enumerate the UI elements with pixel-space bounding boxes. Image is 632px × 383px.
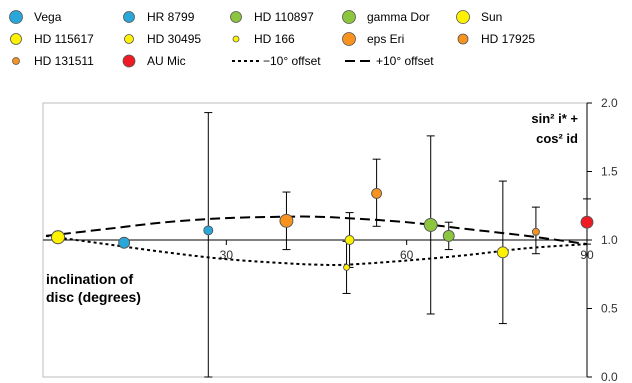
legend-marker	[457, 11, 470, 24]
x-axis-label: disc (degrees)	[46, 289, 141, 305]
legend-label: Sun	[481, 10, 502, 24]
legend-marker	[124, 12, 135, 23]
x-axis-label: inclination of	[46, 271, 133, 287]
data-points	[52, 188, 593, 270]
axis-labels: sin² i* + cos² id inclination of disc (degr…	[46, 111, 578, 305]
y-tick-label: 1.5	[601, 165, 618, 179]
data-point	[424, 218, 437, 231]
x-tick-label: 90	[580, 248, 594, 262]
data-point	[532, 228, 539, 235]
legend-marker	[123, 55, 135, 67]
legend-label: Vega	[34, 10, 62, 24]
data-point	[119, 237, 130, 248]
y-axis-label: sin² i* +	[531, 111, 578, 126]
data-point	[52, 231, 65, 244]
data-point	[497, 247, 508, 258]
legend-marker	[343, 11, 356, 24]
legend-marker	[125, 35, 134, 44]
legend-label: eps Eri	[367, 32, 404, 46]
legend-label: −10° offset	[263, 54, 321, 68]
legend-marker	[458, 34, 468, 44]
legend: Vega HR 8799 HD 110897 gamma Dor Sun HD 11561…	[10, 10, 536, 68]
axes: 30 60 900.00.51.01.52.0	[43, 96, 618, 383]
legend-label: HR 8799	[147, 10, 195, 24]
data-point	[344, 264, 350, 270]
legend-label: gamma Dor	[367, 10, 430, 24]
legend-label: HD 166	[254, 32, 295, 46]
legend-label: HD 17925	[481, 32, 535, 46]
y-tick-label: 1.0	[601, 233, 618, 247]
data-point	[345, 236, 354, 245]
legend-label: HD 110897	[254, 10, 314, 24]
legend-marker	[13, 58, 20, 65]
y-axis-label: cos² id	[536, 131, 578, 146]
data-point	[280, 214, 293, 227]
y-tick-label: 0.0	[601, 370, 618, 383]
legend-marker	[343, 33, 356, 46]
data-point	[204, 226, 213, 235]
data-point	[443, 230, 454, 241]
legend-marker	[231, 12, 242, 23]
data-point	[372, 188, 382, 198]
error-bars	[204, 113, 591, 377]
y-tick-label: 2.0	[601, 96, 618, 110]
legend-label: HD 115617	[34, 32, 94, 46]
legend-label: +10° offset	[376, 54, 434, 68]
data-point	[581, 216, 593, 228]
legend-label: HD 30495	[147, 32, 201, 46]
legend-label: AU Mic	[147, 54, 186, 68]
legend-marker	[10, 11, 23, 24]
legend-marker	[11, 34, 22, 45]
legend-marker	[233, 36, 239, 42]
y-tick-label: 0.5	[601, 302, 618, 316]
legend-label: HD 131511	[34, 54, 94, 68]
